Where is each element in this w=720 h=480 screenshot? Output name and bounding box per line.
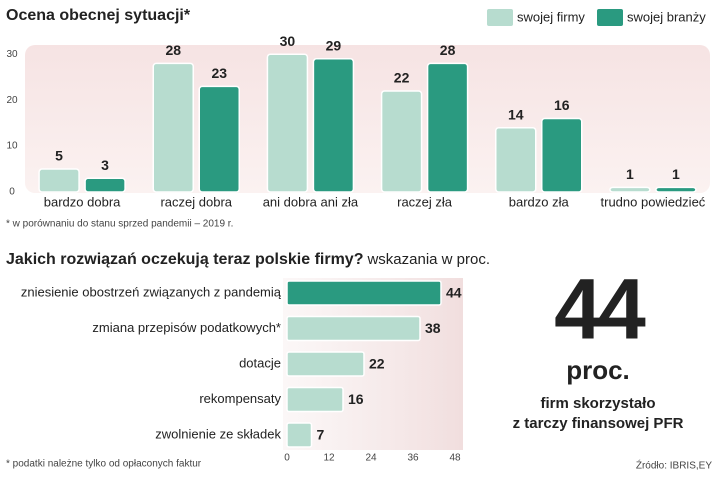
value-label: 22	[394, 70, 410, 86]
bar	[152, 62, 194, 193]
bar	[38, 168, 80, 193]
callout-unit: proc.	[566, 355, 630, 385]
bar	[495, 126, 537, 193]
bar	[426, 62, 469, 193]
bar	[380, 90, 423, 193]
callout-text: firm skorzystało	[540, 395, 655, 412]
x-tick-label: raczej dobra	[160, 194, 232, 209]
legend-swatch	[487, 9, 513, 26]
bar	[286, 280, 442, 306]
y-tick-label: rekompensaty	[199, 391, 281, 406]
value-label: 3	[101, 157, 109, 173]
bar	[286, 315, 421, 342]
x-tick-label: 0	[284, 453, 290, 464]
bar	[84, 177, 126, 193]
callout-number: 44	[554, 262, 646, 358]
title: Jakich rozwiązań oczekują teraz polskie …	[6, 251, 363, 268]
legend-label: swojej branży	[627, 9, 706, 24]
bar	[198, 85, 240, 193]
value-label: 28	[440, 42, 456, 58]
bar	[609, 186, 651, 193]
subtitle: wskazania w proc.	[366, 251, 490, 268]
y-tick-label: dotacje	[239, 355, 281, 370]
bar	[266, 53, 309, 193]
value-label: 38	[425, 320, 441, 336]
value-label: 1	[672, 166, 680, 182]
y-tick-label: 10	[6, 141, 18, 152]
value-label: 29	[326, 37, 342, 53]
source: Źródło: IBRIS,EY	[636, 459, 712, 472]
bar	[312, 58, 355, 193]
value-label: 23	[211, 65, 227, 81]
x-tick-label: trudno powiedzieć	[601, 194, 706, 209]
value-label: 44	[446, 285, 462, 301]
chart-title: Ocena obecnej sytuacji*	[6, 7, 191, 24]
value-label: 16	[348, 391, 364, 407]
y-tick-label: zwolnienie ze składek	[155, 426, 281, 441]
x-tick-label: ani dobra ani zła	[263, 194, 359, 209]
x-tick-label: 24	[365, 453, 377, 464]
value-label: 5	[55, 148, 63, 164]
x-tick-label: bardzo dobra	[44, 194, 121, 209]
y-tick-label: 20	[6, 95, 18, 106]
legend-label: swojej firmy	[517, 9, 585, 24]
value-label: 30	[280, 33, 296, 49]
value-label: 22	[369, 356, 385, 372]
x-tick-label: raczej zła	[397, 194, 453, 209]
bar	[286, 351, 365, 377]
footnote: * w porównaniu do stanu sprzed pandemii …	[6, 219, 233, 230]
y-tick-label: zniesienie obostrzeń związanych z pandem…	[21, 284, 282, 299]
bar	[286, 386, 344, 413]
value-label: 7	[317, 427, 325, 443]
x-tick-label: 12	[323, 453, 335, 464]
x-tick-label: bardzo zła	[509, 194, 570, 209]
y-tick-label: zmiana przepisów podatkowych*	[92, 320, 281, 335]
value-label: 28	[165, 42, 181, 58]
y-tick-label: 30	[6, 49, 18, 60]
plot-background	[25, 45, 710, 193]
footnote: * podatki należne tylko od opłaconych fa…	[6, 459, 202, 470]
x-tick-label: 36	[407, 453, 419, 464]
bar	[655, 186, 697, 193]
value-label: 16	[554, 97, 570, 113]
chart-title: Jakich rozwiązań oczekują teraz polskie …	[6, 251, 490, 268]
value-label: 14	[508, 106, 524, 122]
callout-text: z tarczy finansowej PFR	[513, 415, 684, 432]
bar	[541, 117, 583, 193]
legend-swatch	[597, 9, 623, 26]
value-label: 1	[626, 166, 634, 182]
x-tick-label: 48	[449, 453, 461, 464]
bar	[286, 422, 313, 448]
y-tick-label: 0	[9, 187, 15, 198]
